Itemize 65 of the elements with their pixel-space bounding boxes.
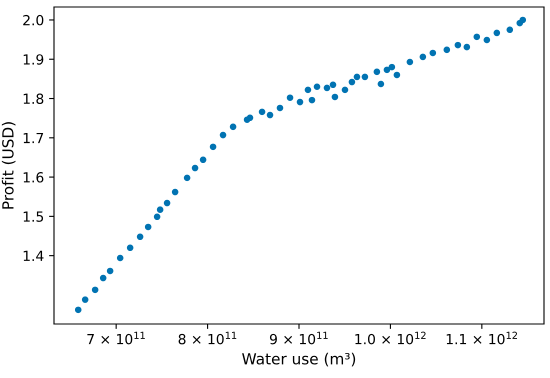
point <box>74 306 82 314</box>
point <box>286 94 294 101</box>
y-tick-label: 1.5 <box>24 212 44 222</box>
point <box>246 114 254 122</box>
point <box>82 296 88 303</box>
y-tick-label: 1.4 <box>24 250 44 261</box>
x-tick-label: 9 × 10$^{11}$ <box>270 332 328 344</box>
point <box>474 34 480 40</box>
point <box>464 44 470 50</box>
point <box>362 74 368 80</box>
point <box>172 188 178 196</box>
point <box>164 200 170 206</box>
point <box>374 68 380 76</box>
point <box>484 36 490 44</box>
point <box>154 214 160 220</box>
point <box>520 16 526 24</box>
point <box>454 42 462 48</box>
point <box>192 164 198 172</box>
point <box>384 66 390 74</box>
point <box>184 174 190 182</box>
y-tick-label: 2.0 <box>23 14 44 26</box>
point <box>126 244 134 252</box>
x-tick-label: 1.1 × 10$^{12}$ <box>446 332 517 344</box>
y-tick-label: 1.7 <box>24 132 44 144</box>
y-axis-title: Profit (USD) <box>2 122 16 209</box>
x-tick-label: 8 × 10$^{11}$ <box>178 332 236 344</box>
point <box>210 144 216 150</box>
point <box>388 64 396 70</box>
point <box>116 254 124 262</box>
point <box>106 268 114 274</box>
y-tick-label: 1.6 <box>24 172 44 183</box>
point <box>324 84 330 92</box>
point <box>156 206 164 213</box>
point <box>92 286 98 294</box>
point <box>230 124 236 130</box>
point <box>314 83 320 90</box>
y-tick-label: 1.9 <box>24 54 44 65</box>
point <box>420 54 426 60</box>
point <box>494 30 500 36</box>
point <box>276 104 284 112</box>
y-tick-label: 1.8 <box>24 93 44 104</box>
point <box>136 234 144 240</box>
point <box>506 26 514 34</box>
point <box>308 96 316 104</box>
point <box>296 98 304 106</box>
point <box>354 74 360 80</box>
x-tick-label: 7 × 10$^{11}$ <box>87 332 145 344</box>
point <box>258 108 266 116</box>
point <box>332 94 338 100</box>
x-tick-label: 1.0 × 10$^{12}$ <box>355 332 426 344</box>
point <box>430 50 436 56</box>
point <box>100 274 106 282</box>
point <box>144 224 152 230</box>
point <box>444 46 450 54</box>
x-axis-title: Water use (m³) <box>242 352 356 366</box>
point <box>394 72 400 78</box>
point <box>220 132 226 138</box>
point <box>304 86 312 94</box>
point <box>342 86 348 94</box>
point <box>266 112 274 118</box>
point <box>378 80 384 88</box>
point <box>200 156 206 164</box>
point <box>348 78 356 86</box>
point <box>406 58 414 66</box>
point <box>330 82 336 88</box>
